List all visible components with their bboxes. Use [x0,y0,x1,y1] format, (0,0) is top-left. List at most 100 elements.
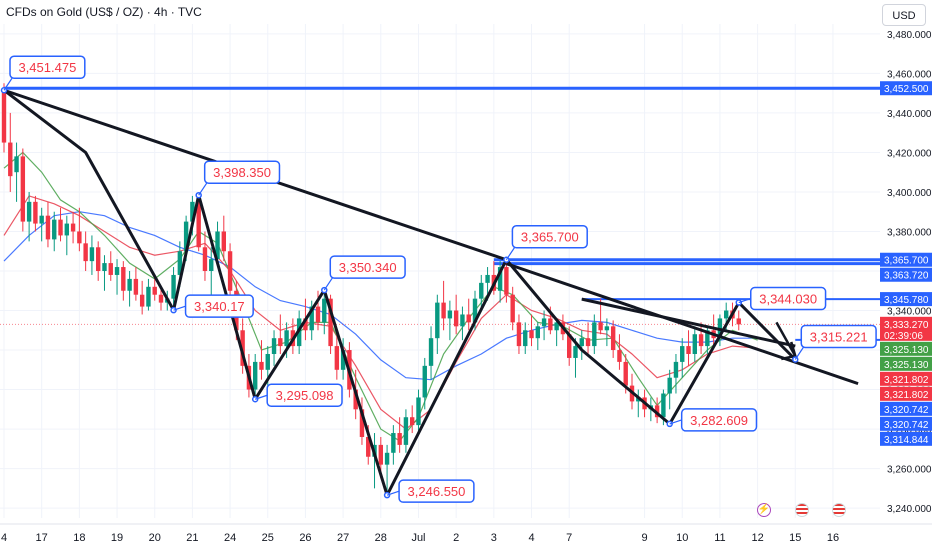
candle [497,267,503,291]
x-tick-label: 25 [262,532,274,544]
candle [315,306,321,323]
candle [535,326,540,339]
candle [604,326,610,331]
candle [1,89,7,143]
candle [340,350,346,370]
candle [8,142,13,177]
pivot-label-box [800,324,877,349]
candle [196,201,201,248]
pivot-label: 3,398.350 [213,165,271,180]
candle [692,334,697,354]
candle [303,318,308,331]
pivot-label-box [750,286,827,311]
candle [516,322,522,347]
candle [579,338,584,347]
candle [698,334,704,347]
candle [422,365,427,398]
price-tag-label: 3,314.844 [884,435,929,446]
price-tag-label: 3,365.700 [884,256,929,267]
callout-line [255,394,268,400]
candle [353,389,358,410]
x-tick-label: 12 [751,532,763,544]
candle [472,298,478,323]
candle [479,282,484,299]
candle [14,156,19,173]
candle [705,330,710,347]
price-tag [880,431,932,446]
x-tick-label: 18 [73,532,85,544]
candle [33,201,38,224]
price-tag [880,386,932,401]
candle [96,247,101,271]
candle [598,322,603,331]
price-tag [880,252,932,267]
lightning-icon[interactable]: ⚡ [756,503,771,517]
currency-button[interactable]: USD [882,4,926,26]
price-tag [880,401,932,416]
price-tag-label: 3,321.802 [884,375,929,386]
candle [83,243,88,262]
price-tag-label: 3,363.720 [884,271,929,282]
candle [171,274,176,299]
x-tick-label: 4 [528,532,534,544]
candle [485,274,490,283]
pivot-label: 3,365.700 [521,230,579,245]
candle [183,221,189,252]
candle [673,361,679,378]
price-tag-label: 3,320.742 [884,420,929,431]
candle [127,278,132,291]
us-flag-icon[interactable] [832,503,847,517]
grid [0,24,880,518]
candle [466,314,471,323]
us-flag-icon[interactable] [794,503,809,517]
candle [453,310,459,327]
x-tick-label: 26 [299,532,311,544]
candle [623,361,628,386]
candle [284,330,289,347]
price-tag [880,81,932,96]
chart-title: CFDs on Gold (US$ / OZ) · 4h · TVC [6,5,202,19]
candle [378,444,383,465]
candle [259,361,264,370]
candle [504,267,509,295]
price-tag-label: 3,325.130 [884,345,929,356]
y-tick-label: 3,240.000 [887,504,932,515]
x-tick-label: 28 [375,532,387,544]
candle [403,417,409,445]
candle [384,452,390,465]
candle [736,318,741,325]
pivot-label-box [184,294,254,318]
candle [724,310,729,319]
candle [661,393,666,418]
pivot-label: 3,340.17 [194,299,245,314]
candle [397,433,402,445]
candle [592,322,597,347]
countdown-label: 02:39:06 [884,331,923,342]
candle [102,263,107,271]
candle [334,346,340,370]
y-tick-label: 3,460.000 [887,69,932,80]
x-tick-label: 17 [36,532,48,544]
candle [278,338,283,347]
pivot-label: 3,315.221 [810,329,868,344]
y-tick-label: 3,480.000 [887,30,932,41]
price-tag-label: 3,325.130 [884,360,929,371]
candle [554,322,559,331]
x-tick-label: 20 [149,532,161,544]
candle [567,334,572,358]
pivot-label: 3,344.030 [759,292,817,307]
y-tick-label: 3,380.000 [887,227,932,238]
candle [45,215,51,240]
price-tag-label: 3,345.780 [884,295,929,306]
y-tick-label: 3,260.000 [887,465,932,476]
candle [152,286,157,295]
candle [523,330,528,347]
y-tick-label: 3,400.000 [887,188,932,199]
candle [52,219,57,240]
candle [667,377,672,394]
y-tick-label: 3,440.000 [887,109,932,120]
callout-line [505,247,515,261]
price-tag-label: 3,452.500 [884,84,929,95]
candle [58,219,63,236]
